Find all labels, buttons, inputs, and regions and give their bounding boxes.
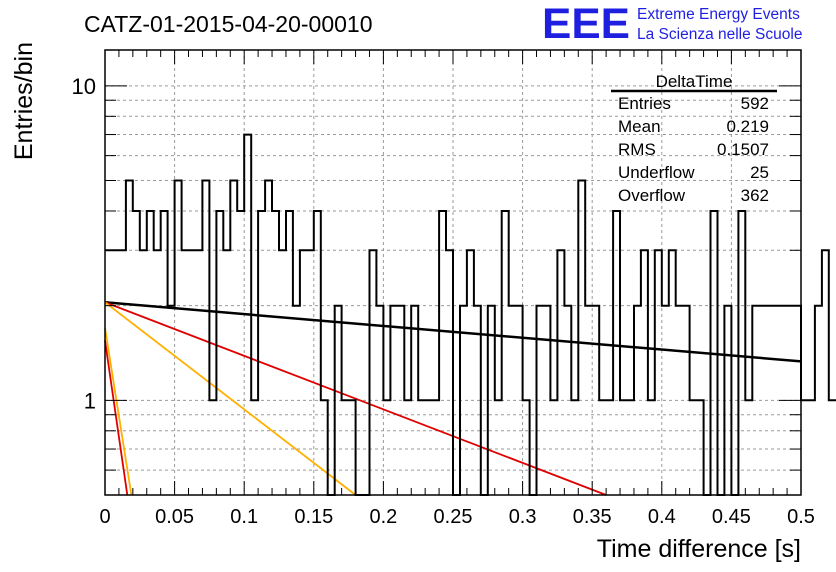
stats-row-value: 0.1507 [717,140,769,159]
stats-row-value: 25 [750,163,769,182]
histogram-outline [105,133,836,496]
chart-title: CATZ-01-2015-04-20-00010 [84,11,373,37]
y-tick-labels: 1 10 [72,74,96,413]
x-tick-label: 0.15 [294,506,333,528]
y-axis-label: Entries/bin [10,42,38,160]
stats-row-value: 592 [741,94,769,113]
x-tick-label: 0.3 [509,506,537,528]
x-tick-label: 0.2 [369,506,397,528]
axis-ticks [104,50,802,496]
x-tick-label: 0.4 [648,506,676,528]
stats-row-label: Underflow [618,163,695,182]
stats-title: DeltaTime [656,72,733,91]
x-tick-label: 0.1 [230,506,258,528]
fit-curve [104,301,357,496]
eee-logo: EEE Extreme Energy Events La Scienza nel… [542,0,802,48]
x-tick-label: 0.35 [573,506,612,528]
stats-row-value: 0.219 [726,117,769,136]
stats-row-value: 362 [741,186,769,205]
x-tick-labels: 0 0.05 0.1 0.15 0.2 0.25 0.3 0.35 0.4 0.45 0.5 [99,506,814,528]
fit-curve [104,340,129,496]
y-tick-label: 1 [84,388,96,413]
x-tick-label: 0.45 [712,506,751,528]
eee-logo-mark: EEE [542,0,630,48]
stats-row-label: Mean [618,117,661,136]
logo-line-2: La Scienza nelle Scuole [637,26,802,43]
stats-row-label: Overflow [618,186,686,205]
x-tick-label: 0.25 [434,506,473,528]
stats-row-label: RMS [618,140,656,159]
stats-box: DeltaTime Entries 592 Mean 0.219 RMS 0.1507 Un… [611,72,777,205]
x-tick-label: 0.5 [787,506,815,528]
fit-curve [104,327,133,496]
logo-line-1: Extreme Energy Events [637,6,800,23]
stats-row-label: Entries [618,94,671,113]
fit-curve [104,301,607,496]
x-tick-label: 0 [99,506,110,528]
y-tick-label: 10 [72,74,96,99]
x-axis-label: Time difference [s] [597,535,801,563]
x-tick-label: 0.05 [155,506,194,528]
stats-rows: Entries 592 Mean 0.219 RMS 0.1507 Underflow 25 O… [618,94,769,205]
